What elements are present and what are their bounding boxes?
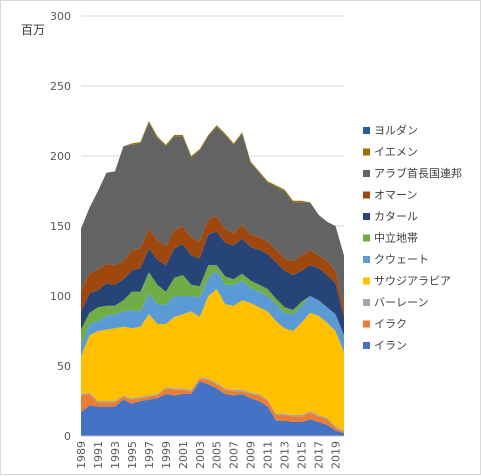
legend-label: イラク (374, 318, 407, 331)
x-tick-label: 2003 (194, 441, 207, 469)
legend-swatch (363, 213, 370, 220)
x-tick-label: 2017 (313, 441, 326, 469)
legend-swatch (363, 320, 370, 328)
area-中立地帯 (81, 265, 344, 345)
legend-label: イラン (374, 339, 407, 352)
legend-swatch (363, 277, 370, 285)
legend-swatch (363, 170, 370, 177)
x-tick-label: 1989 (75, 441, 88, 469)
y-tick-label: 200 (50, 150, 71, 163)
legend-label: 中立地帯 (374, 231, 418, 245)
legend: ヨルダンイエメンアラブ首長国連邦オマーンカタール中立地帯クウェートサウジアラビア… (363, 123, 462, 352)
x-tick-label: 1997 (143, 441, 156, 469)
area-series (81, 121, 344, 436)
x-tick-label: 1995 (126, 441, 139, 469)
area-アラブ首長国連邦 (81, 122, 344, 309)
area-イラク (81, 378, 344, 434)
legend-label: サウジアラビア (374, 275, 451, 288)
y-tick-label: 100 (50, 290, 71, 303)
legend-swatch (363, 191, 370, 199)
legend-swatch (363, 234, 370, 242)
y-tick-label: 250 (50, 80, 71, 93)
x-tick-label: 2005 (211, 441, 224, 469)
x-tick-label: 2001 (177, 441, 190, 469)
x-tick-label: 1991 (92, 441, 105, 469)
y-tick-label: 50 (57, 360, 71, 373)
x-axis: 1989 1991 1993 1995 1997 1999 2001 2003 2005 2007… (75, 435, 344, 469)
legend-swatch (363, 342, 370, 349)
x-tick-label: 2009 (245, 441, 258, 469)
legend-label: アラブ首長国連邦 (374, 166, 462, 180)
x-tick-label: 1999 (160, 441, 173, 469)
legend-label: オマーン (374, 189, 417, 202)
y-tick-label: 300 (50, 10, 71, 23)
area-カタール (81, 231, 344, 336)
x-tick-label: 2007 (228, 441, 241, 469)
x-tick-label: 2013 (279, 441, 292, 469)
x-tick-label: 2019 (330, 441, 343, 469)
y-axis: 0 50 100 150 200 250 300 (50, 10, 71, 443)
area-サウジアラビア (81, 289, 344, 431)
x-tick-label: 2015 (296, 441, 309, 469)
y-tick-label: 150 (50, 220, 71, 233)
legend-swatch (363, 148, 370, 156)
area-イラン (81, 381, 344, 436)
x-tick-label: 2011 (262, 441, 275, 469)
legend-swatch (363, 127, 370, 134)
area-オマーン (81, 216, 344, 317)
legend-swatch (363, 299, 370, 306)
y-tick-label: 0 (64, 430, 71, 443)
area-クウェート (81, 270, 344, 357)
legend-label: イエメン (374, 146, 418, 159)
legend-label: カタール (374, 210, 418, 223)
y-axis-unit-label: 百万 (21, 23, 45, 37)
legend-label: ヨルダン (374, 123, 418, 137)
x-tick-label: 1993 (109, 441, 122, 469)
legend-label: クウェート (374, 253, 429, 266)
legend-swatch (363, 256, 370, 263)
legend-label: バーレーン (374, 296, 428, 309)
